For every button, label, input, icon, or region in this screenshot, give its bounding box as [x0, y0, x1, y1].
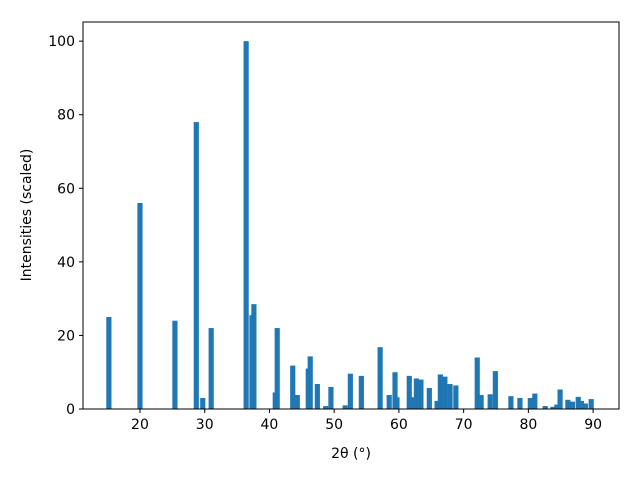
bar	[274, 328, 280, 409]
bar	[251, 304, 257, 409]
bar	[492, 371, 498, 409]
y-axis-label: Intensities (scaled)	[19, 149, 35, 282]
bar	[474, 357, 480, 409]
bar	[527, 397, 533, 409]
bar	[208, 328, 214, 409]
y-tick-label: 80	[57, 108, 75, 124]
x-tick-label: 60	[390, 417, 408, 433]
bar	[358, 375, 364, 409]
bar	[106, 317, 112, 409]
bar	[394, 397, 400, 409]
x-tick-label: 70	[455, 417, 473, 433]
bar	[575, 396, 581, 409]
bar	[409, 397, 415, 409]
bar	[137, 202, 143, 409]
bar	[328, 386, 334, 409]
bar	[386, 395, 392, 409]
bar	[569, 401, 575, 409]
bar	[434, 400, 440, 409]
y-tick-label: 100	[48, 34, 75, 50]
bar	[392, 372, 398, 409]
bar	[294, 395, 300, 409]
x-tick-label: 40	[261, 417, 279, 433]
x-tick-label: 90	[584, 417, 602, 433]
bar	[487, 394, 493, 409]
bar	[406, 375, 412, 409]
y-tick-label: 20	[57, 328, 75, 344]
bar	[307, 356, 313, 409]
bar	[314, 383, 320, 409]
bar	[542, 406, 548, 409]
bar	[442, 376, 448, 409]
bar	[554, 404, 560, 409]
x-tick-label: 50	[325, 417, 343, 433]
x-axis-label: 2θ (°)	[331, 446, 371, 462]
bar	[426, 388, 432, 409]
bar	[413, 378, 419, 409]
x-tick-label: 80	[519, 417, 537, 433]
bar	[437, 374, 443, 409]
bar	[172, 320, 178, 409]
bar	[418, 379, 424, 409]
bar	[550, 406, 556, 409]
bar	[478, 395, 484, 409]
bar	[347, 373, 353, 409]
bar	[532, 393, 538, 409]
y-tick-label: 60	[57, 181, 75, 197]
bar	[582, 403, 588, 409]
y-tick-label: 40	[57, 255, 75, 271]
bar	[588, 399, 594, 409]
bar	[193, 122, 199, 409]
bar	[447, 383, 453, 409]
bar	[323, 406, 329, 409]
bar	[453, 385, 459, 409]
plot-frame	[82, 21, 620, 410]
bar	[578, 400, 585, 409]
x-tick-label: 20	[131, 417, 149, 433]
bar	[517, 397, 523, 409]
bar	[243, 41, 249, 410]
bar	[342, 405, 348, 409]
bar	[290, 365, 296, 409]
y-tick-label: 0	[66, 402, 75, 418]
bar	[508, 396, 514, 409]
bar	[200, 397, 206, 409]
bar	[377, 347, 383, 409]
bar	[557, 389, 563, 409]
bar	[565, 399, 571, 409]
x-tick-label: 30	[196, 417, 214, 433]
